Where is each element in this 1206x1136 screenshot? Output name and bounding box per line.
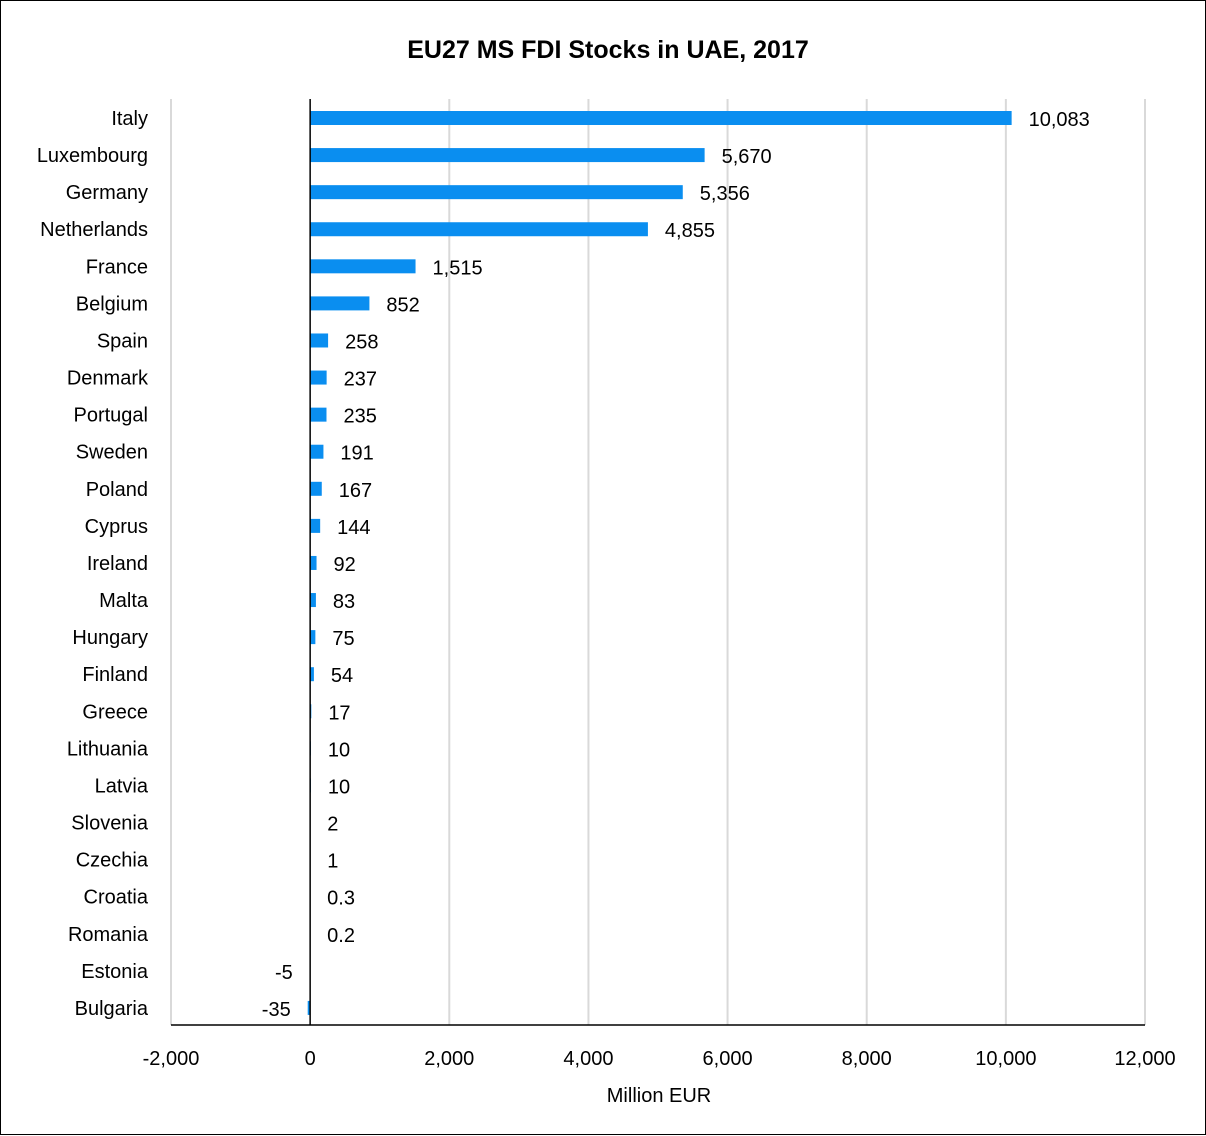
category-label: Luxembourg [37,145,148,167]
category-label: Cyprus [85,516,148,538]
data-label: 5,670 [722,146,772,168]
x-tick-label: 2,000 [424,1048,474,1070]
x-tick-label: 6,000 [703,1048,753,1070]
category-label: Malta [99,590,149,612]
category-label: Germany [66,182,148,204]
gridlines [171,99,1145,1025]
bar [310,630,315,644]
data-label: 167 [339,480,372,502]
category-label: Greece [82,701,148,723]
category-label: Estonia [81,961,149,983]
category-label: Denmark [67,368,149,390]
category-label: Romania [68,924,149,946]
data-label: 75 [332,628,354,650]
x-tick-label: 12,000 [1114,1048,1175,1070]
data-label: 1,515 [433,257,483,279]
data-label: -35 [262,999,291,1021]
bar [310,148,704,162]
data-label: 10 [328,739,350,761]
data-label: 54 [331,665,353,687]
data-label: 92 [334,554,356,576]
category-label: Poland [86,479,148,501]
category-label: Croatia [84,887,149,909]
bar [310,519,320,533]
x-tick-label: 0 [305,1048,316,1070]
data-label: 10 [328,776,350,798]
data-label: 1 [327,851,338,873]
data-label: 17 [328,702,350,724]
data-label: 237 [344,369,377,391]
x-tick-label: -2,000 [143,1048,200,1070]
data-labels: 10,0835,6705,3564,8551,51585225823723519… [262,109,1090,1021]
category-label: Netherlands [40,219,148,241]
x-tick-labels: -2,000 0 2,000 4,000 6,000 8,000 10,000 12,000 [143,1048,1176,1070]
category-label: Slovenia [71,813,149,835]
data-label: 10,083 [1029,109,1090,131]
category-label: Finland [82,664,148,686]
category-label: France [86,256,148,278]
data-label: 191 [340,443,373,465]
bar [310,185,683,199]
x-tick-label: 8,000 [842,1048,892,1070]
x-tick-label: 10,000 [975,1048,1036,1070]
bar [310,259,415,273]
axes [171,99,1145,1025]
category-label: Italy [111,108,148,130]
x-axis-title: Million EUR [607,1085,711,1107]
category-labels: Italy Luxembourg Germany Netherlands France B… [37,108,149,1020]
category-label: Bulgaria [75,998,149,1020]
bar [310,371,326,385]
category-label: Sweden [76,442,148,464]
category-label: Lithuania [67,738,149,760]
bar [310,222,648,236]
data-label: 5,356 [700,183,750,205]
category-label: Latvia [95,775,149,797]
data-label: 0.2 [327,925,355,947]
category-label: Spain [97,330,148,352]
data-label: -5 [275,962,293,984]
data-label: 2 [327,814,338,836]
data-label: 258 [345,331,378,353]
data-label: 4,855 [665,220,715,242]
bar [310,111,1011,125]
bar [310,556,316,570]
bars [308,111,1012,1015]
bar [310,333,328,347]
data-label: 0.3 [327,888,355,910]
bar [310,408,326,422]
data-label: 144 [337,517,370,539]
category-label: Ireland [87,553,148,575]
bar [310,593,316,607]
category-label: Hungary [72,627,148,649]
data-label: 852 [386,294,419,316]
bar [310,445,323,459]
category-label: Czechia [76,850,149,872]
category-label: Portugal [74,405,149,427]
data-label: 235 [343,406,376,428]
data-label: 83 [333,591,355,613]
bar [310,482,322,496]
chart-title: EU27 MS FDI Stocks in UAE, 2017 [407,36,809,64]
bar [310,296,369,310]
x-tick-label: 4,000 [563,1048,613,1070]
category-label: Belgium [76,293,148,315]
